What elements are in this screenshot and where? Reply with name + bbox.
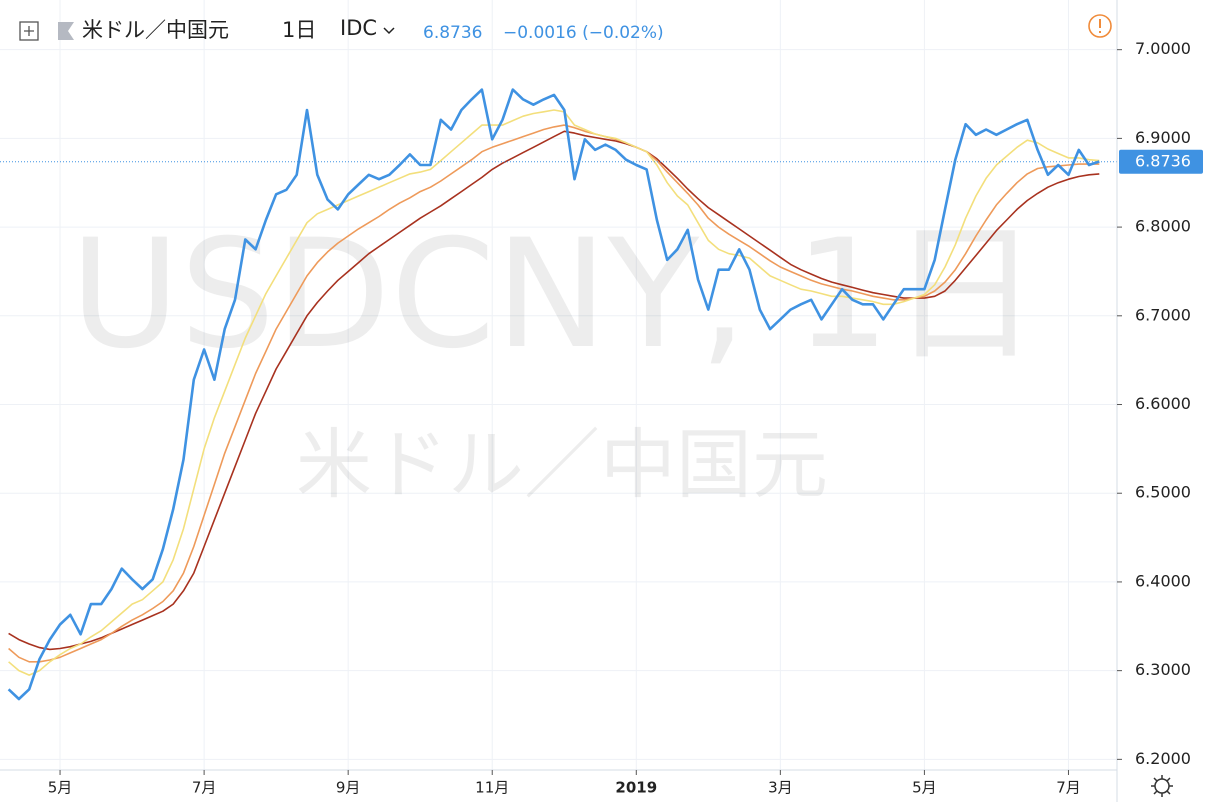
alert-icon[interactable] [1088,14,1112,38]
last-price-label: 6.8736 [1135,151,1191,170]
y-tick-label: 6.6000 [1135,394,1191,413]
flag-icon[interactable] [58,22,74,40]
y-tick-label: 7.0000 [1135,39,1191,58]
watermark-description: 米ドル／中国元 [296,420,828,509]
plot [0,88,1117,701]
y-tick-label: 6.9000 [1135,128,1191,147]
x-tick-label: 7月 [192,779,217,797]
settings-icon[interactable] [1151,775,1173,797]
y-tick-label: 6.4000 [1135,571,1191,590]
x-tick-label: 5月 [912,779,937,797]
y-tick-label: 6.2000 [1135,749,1191,768]
x-tick-label: 7月 [1056,779,1081,797]
ma-line [8,124,1100,663]
x-tick-label: 2019 [615,779,657,797]
x-tick-label: 5月 [48,779,73,797]
y-tick-label: 6.3000 [1135,660,1191,679]
header-change: −0.0016 (−0.02%) [503,23,664,43]
gear-teeth [1151,775,1173,797]
add-symbol-plus [24,26,34,36]
symbol-title[interactable]: 米ドル／中国元 [82,18,229,42]
source-dropdown[interactable] [383,27,395,35]
y-tick-label: 6.7000 [1135,305,1191,324]
grid [0,0,1117,770]
interval[interactable]: 1日 [282,18,316,42]
last-price-box [1119,149,1203,174]
watermark-symbol: USDCNY, 1日 [70,208,1040,382]
y-tick-label: 6.8000 [1135,217,1191,236]
x-tick-label: 9月 [336,779,361,797]
header-price: 6.8736 [423,23,482,43]
y-tick-label: 6.5000 [1135,483,1191,502]
source[interactable]: IDC [340,16,377,40]
x-tick-label: 3月 [768,779,793,797]
axes: 6.2000 6.3000 6.4000 6.5000 6.6000 6.7000 6.80… [48,39,1203,797]
x-tick-label: 11月 [475,779,509,797]
ma-line [8,109,1100,676]
gear [1154,778,1170,794]
price-line [7,88,1100,701]
add-symbol-icon[interactable] [19,21,39,41]
